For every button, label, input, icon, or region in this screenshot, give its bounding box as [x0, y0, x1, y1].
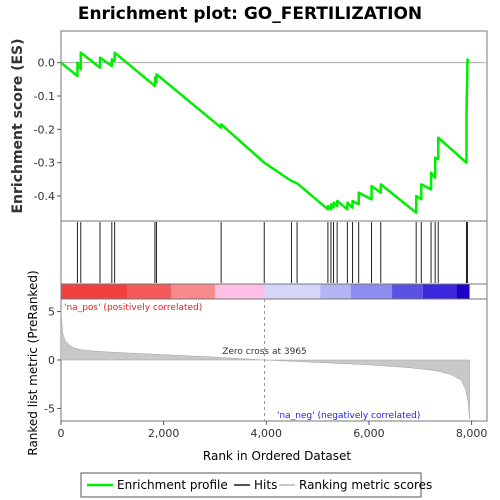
- legend-label-hits: Hits: [254, 478, 277, 492]
- metric-y-axis: 5 0 -5: [44, 306, 61, 415]
- color-band-segment: [320, 284, 351, 299]
- metric-y-tick-label: 5: [48, 306, 55, 319]
- color-band-segment: [392, 284, 423, 299]
- es-y-tick-label: -0.3: [34, 157, 55, 170]
- hits-panel-frame: [60, 220, 488, 285]
- color-band-segment: [350, 284, 393, 299]
- color-band-segment: [264, 284, 321, 299]
- x-axis-label: Rank in Ordered Dataset: [203, 449, 351, 463]
- es-y-tick-label: -0.2: [34, 123, 55, 136]
- color-band-segment: [61, 284, 128, 299]
- x-tick-label: 4,000: [251, 427, 283, 440]
- metric-y-axis-label: Ranked list metric (PreRanked): [26, 270, 40, 455]
- x-tick-label: 2,000: [148, 427, 180, 440]
- legend: Enrichment profile Hits Ranking metric s…: [80, 472, 432, 498]
- enrichment-profile-line: [60, 51, 470, 214]
- pos-correlated-label: 'na_pos' (positively correlated): [64, 303, 202, 313]
- legend-label-enrichment-profile: Enrichment profile: [117, 478, 228, 492]
- es-y-axis-label: Enrichment score (ES): [10, 38, 26, 213]
- hits-markers: [76, 222, 468, 283]
- legend-frame: [80, 472, 422, 498]
- color-band-segment: [422, 284, 457, 299]
- es-panel-frame: [60, 30, 488, 222]
- x-tick-label: 8,000: [456, 427, 488, 440]
- ranking-color-band: [61, 284, 470, 299]
- color-band-segment: [456, 284, 470, 299]
- es-y-tick-label: 0.0: [38, 57, 56, 70]
- metric-y-tick-label: -5: [44, 402, 55, 415]
- x-tick-label: 0: [58, 427, 65, 440]
- es-y-axis: 0.0 -0.1 -0.2 -0.3 -0.4: [34, 57, 61, 203]
- zero-cross-label: Zero cross at 3965: [222, 347, 307, 357]
- chart-title: Enrichment plot: GO_FERTILIZATION: [78, 4, 422, 24]
- es-y-tick-label: -0.1: [34, 90, 55, 103]
- es-y-tick-label: -0.4: [34, 190, 55, 203]
- x-axis: 0 2,000 4,000 6,000 8,000: [58, 421, 488, 440]
- color-band-segment: [214, 284, 265, 299]
- x-tick-label: 6,000: [353, 427, 385, 440]
- color-band-segment: [171, 284, 215, 299]
- neg-correlated-label: 'na_neg' (negatively correlated): [277, 411, 420, 421]
- color-band-segment: [127, 284, 172, 299]
- metric-y-tick-label: 0: [48, 354, 55, 367]
- legend-label-ranking-metric: Ranking metric scores: [299, 478, 432, 492]
